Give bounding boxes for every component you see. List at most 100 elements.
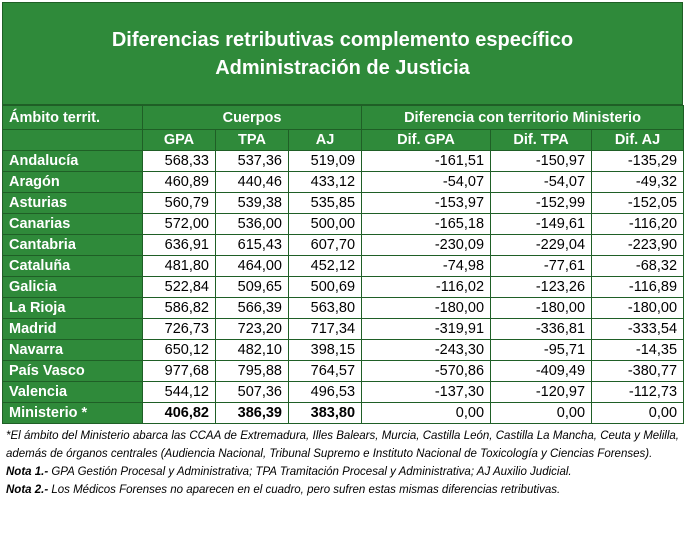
table-cell: -165,18 bbox=[361, 213, 492, 235]
table-row: Galicia 522,84 509,65 500,69 -116,02 -123,26-… bbox=[2, 276, 685, 298]
row-label: Navarra bbox=[2, 339, 143, 361]
header-col: Dif. AJ bbox=[591, 129, 685, 151]
salary-table-document: Diferencias retributivas complemento esp… bbox=[2, 2, 685, 499]
header-diferencia: Diferencia con territorio Ministerio bbox=[361, 105, 685, 130]
row-label: Andalucía bbox=[2, 150, 143, 172]
table-cell: 795,88 bbox=[215, 360, 289, 382]
table-cell: -14,35 bbox=[591, 339, 685, 361]
table-cell: 717,34 bbox=[287, 318, 363, 340]
row-label: Canarias bbox=[2, 213, 143, 235]
table-cell: -120,97 bbox=[490, 381, 593, 403]
table-cell: -319,91 bbox=[361, 318, 492, 340]
table-row: Valencia 544,12 507,36 496,53 -137,30 -120,97… bbox=[2, 381, 685, 403]
header-empty bbox=[2, 129, 143, 151]
table-row: Andalucía 568,33 537,36 519,09 -161,51 -150,9… bbox=[2, 150, 685, 172]
table-cell: -180,00 bbox=[591, 297, 685, 319]
table-cell: 519,09 bbox=[287, 150, 363, 172]
table-cell: -123,26 bbox=[490, 276, 593, 298]
table-cell: 764,57 bbox=[287, 360, 363, 382]
table-row: País Vasco 977,68 795,88 764,57 -570,86 -409,… bbox=[2, 360, 685, 382]
table-row: Madrid 726,73 723,20 717,34 -319,91 -336,81 -3… bbox=[2, 318, 685, 340]
table-cell: 977,68 bbox=[142, 360, 216, 382]
table-cell: 586,82 bbox=[142, 297, 216, 319]
header-col: Dif. TPA bbox=[490, 129, 593, 151]
header-cuerpos: Cuerpos bbox=[141, 105, 363, 130]
row-label: Madrid bbox=[2, 318, 143, 340]
table-row: Asturias 560,79 539,38 535,85 -153,97 -152,99… bbox=[2, 192, 685, 214]
table-cell: 398,15 bbox=[287, 339, 363, 361]
table-cell: -54,07 bbox=[361, 171, 492, 193]
table-cell: 572,00 bbox=[142, 213, 216, 235]
table-body: Andalucía 568,33 537,36 519,09 -161,51 -150,9… bbox=[2, 150, 685, 424]
table-cell: 482,10 bbox=[215, 339, 289, 361]
table-cell: -112,73 bbox=[591, 381, 685, 403]
table-cell: 440,46 bbox=[215, 171, 289, 193]
table-cell: -149,61 bbox=[490, 213, 593, 235]
table-cell: -230,09 bbox=[361, 234, 492, 256]
header-col: GPA bbox=[142, 129, 216, 151]
table-cell: -116,20 bbox=[591, 213, 685, 235]
table-row: Canarias 572,00 536,00 500,00 -165,18 -149,61… bbox=[2, 213, 685, 235]
table-cell: 568,33 bbox=[142, 150, 216, 172]
table-cell: 650,12 bbox=[142, 339, 216, 361]
table-cell: 481,80 bbox=[142, 255, 216, 277]
table-cell: -243,30 bbox=[361, 339, 492, 361]
table-cell: 607,70 bbox=[287, 234, 363, 256]
table-cell: 726,73 bbox=[142, 318, 216, 340]
row-label: Ministerio * bbox=[2, 402, 143, 424]
table-cell: 433,12 bbox=[287, 171, 363, 193]
note-2-label: Nota 2.- bbox=[6, 484, 49, 496]
note-ambito: *El ámbito del Ministerio abarca las CCA… bbox=[6, 430, 679, 460]
table-row: Ministerio * 406,82 386,39 383,80 0,00 0,00 0,… bbox=[2, 402, 685, 424]
note-1: Nota 1.- GPA Gestión Procesal y Administ… bbox=[6, 463, 679, 481]
table-cell: -54,07 bbox=[490, 171, 593, 193]
header-col: TPA bbox=[215, 129, 289, 151]
table-cell: 383,80 bbox=[287, 402, 363, 424]
table-cell: 563,80 bbox=[287, 297, 363, 319]
table-cell: 560,79 bbox=[142, 192, 216, 214]
note-2: Nota 2.- Los Médicos Forenses no aparece… bbox=[6, 481, 679, 499]
table-cell: 509,65 bbox=[215, 276, 289, 298]
table-cell: -380,77 bbox=[591, 360, 685, 382]
row-label: Asturias bbox=[2, 192, 143, 214]
row-label: Cataluña bbox=[2, 255, 143, 277]
table-cell: 500,00 bbox=[287, 213, 363, 235]
table-cell: -180,00 bbox=[361, 297, 492, 319]
table-cell: 386,39 bbox=[215, 402, 289, 424]
table-row: Navarra 650,12 482,10 398,15 -243,30 -95,71 -1… bbox=[2, 339, 685, 361]
table-title: Diferencias retributivas complemento esp… bbox=[2, 2, 683, 105]
table-cell: 539,38 bbox=[215, 192, 289, 214]
table-cell: 566,39 bbox=[215, 297, 289, 319]
table-row: Aragón 460,89 440,46 433,12 -54,07 -54,07 -49,… bbox=[2, 171, 685, 193]
table-cell: 0,00 bbox=[490, 402, 593, 424]
table-cell: -116,89 bbox=[591, 276, 685, 298]
salary-table: Ámbito territ. Cuerpos Diferencia con te… bbox=[2, 105, 685, 424]
note-2-text: Los Médicos Forenses no aparecen en el c… bbox=[48, 484, 561, 496]
table-cell: -333,54 bbox=[591, 318, 685, 340]
row-label: Galicia bbox=[2, 276, 143, 298]
table-cell: 0,00 bbox=[591, 402, 685, 424]
table-cell: -137,30 bbox=[361, 381, 492, 403]
table-cell: 536,00 bbox=[215, 213, 289, 235]
table-cell: -409,49 bbox=[490, 360, 593, 382]
table-cell: -153,97 bbox=[361, 192, 492, 214]
row-label: La Rioja bbox=[2, 297, 143, 319]
table-cell: -49,32 bbox=[591, 171, 685, 193]
row-label: Cantabria bbox=[2, 234, 143, 256]
table-cell: -150,97 bbox=[490, 150, 593, 172]
table-cell: -180,00 bbox=[490, 297, 593, 319]
row-label: País Vasco bbox=[2, 360, 143, 382]
note-1-label: Nota 1.- bbox=[6, 466, 49, 478]
header-ambito: Ámbito territ. bbox=[2, 105, 143, 130]
table-cell: 460,89 bbox=[142, 171, 216, 193]
table-cell: 496,53 bbox=[287, 381, 363, 403]
table-cell: -336,81 bbox=[490, 318, 593, 340]
table-cell: 544,12 bbox=[142, 381, 216, 403]
table-cell: 636,91 bbox=[142, 234, 216, 256]
header-col: AJ bbox=[287, 129, 363, 151]
table-cell: -95,71 bbox=[490, 339, 593, 361]
row-label: Valencia bbox=[2, 381, 143, 403]
table-cell: 464,00 bbox=[215, 255, 289, 277]
table-cell: -570,86 bbox=[361, 360, 492, 382]
table-row: Cataluña 481,80 464,00 452,12 -74,98 -77,61 -6… bbox=[2, 255, 685, 277]
